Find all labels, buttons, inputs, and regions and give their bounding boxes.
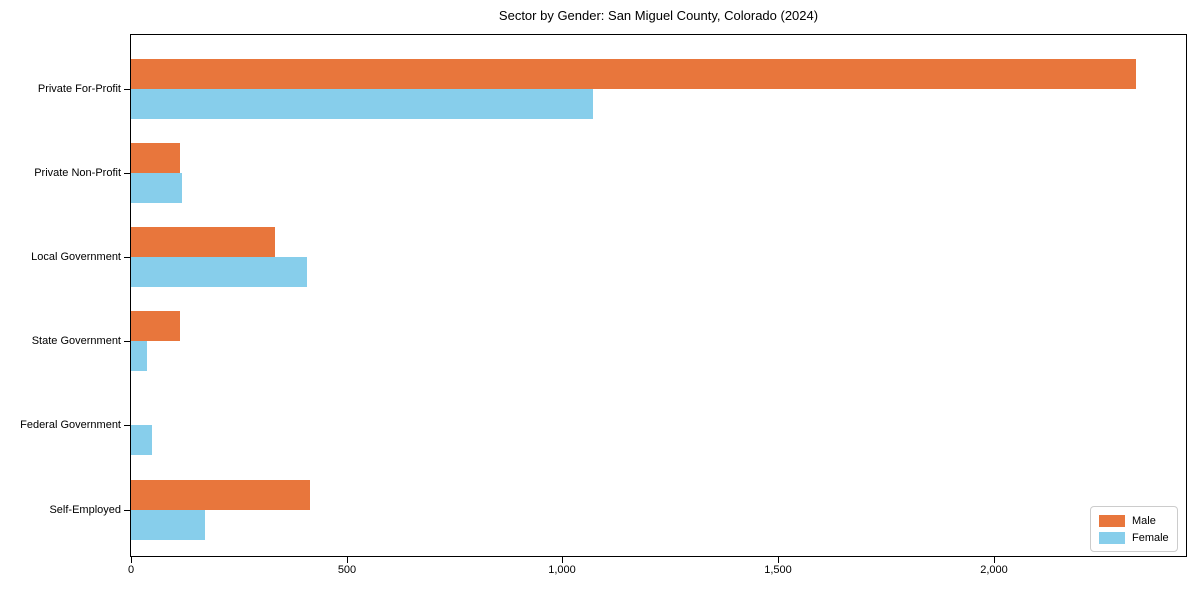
bar-male-2 bbox=[131, 227, 275, 258]
bar-male-5 bbox=[131, 479, 310, 510]
legend: Male Female bbox=[1090, 506, 1178, 552]
legend-entry-female: Female bbox=[1099, 529, 1169, 546]
legend-entry-male: Male bbox=[1099, 512, 1169, 529]
bar-male-3 bbox=[131, 311, 180, 342]
x-axis-tick-label: 0 bbox=[127, 564, 135, 576]
bar-male-0 bbox=[131, 59, 1136, 89]
bar-female-2 bbox=[131, 257, 307, 288]
y-axis-category-label: Private For-Profit bbox=[37, 83, 121, 95]
y-axis-tick bbox=[124, 341, 131, 343]
bar-female-1 bbox=[131, 173, 182, 204]
y-axis-category-label: Federal Government bbox=[20, 419, 121, 432]
bar-female-3 bbox=[131, 341, 147, 372]
bar-male-1 bbox=[131, 143, 180, 174]
bar-female-4 bbox=[131, 425, 152, 456]
male-color-swatch bbox=[1099, 514, 1125, 527]
bar-female-5 bbox=[131, 509, 205, 540]
x-axis-tick bbox=[562, 556, 563, 563]
legend-label-female: Female bbox=[1132, 531, 1169, 544]
legend-label-male: Male bbox=[1132, 514, 1156, 527]
x-axis-tick bbox=[778, 556, 779, 563]
x-axis-tick bbox=[347, 556, 348, 563]
female-color-swatch bbox=[1099, 531, 1125, 544]
y-axis-tick bbox=[124, 173, 131, 175]
y-axis-category-label: Local Government bbox=[31, 251, 121, 264]
x-axis-tick bbox=[131, 556, 132, 563]
y-axis-category-label: Self-Employed bbox=[49, 503, 121, 516]
chart-title: Sector by Gender: San Miguel County, Col… bbox=[498, 8, 819, 23]
x-axis-tick-label: 500 bbox=[337, 564, 357, 576]
y-axis-tick bbox=[124, 89, 131, 90]
bar-female-0 bbox=[131, 89, 593, 119]
x-axis-tick bbox=[994, 556, 995, 563]
y-axis-tick bbox=[124, 257, 131, 259]
x-axis-tick-label: 1,500 bbox=[764, 564, 792, 576]
y-axis-tick bbox=[124, 425, 131, 427]
x-axis-tick-label: 2,000 bbox=[980, 564, 1008, 576]
x-axis-tick-label: 1,000 bbox=[548, 564, 576, 576]
y-axis-category-label: State Government bbox=[31, 335, 121, 348]
y-axis-category-label: Private Non-Profit bbox=[34, 167, 121, 180]
plot-area: Private For-Profit Private Non-Profit Loca… bbox=[20, 34, 1187, 576]
y-axis-tick bbox=[124, 509, 131, 511]
